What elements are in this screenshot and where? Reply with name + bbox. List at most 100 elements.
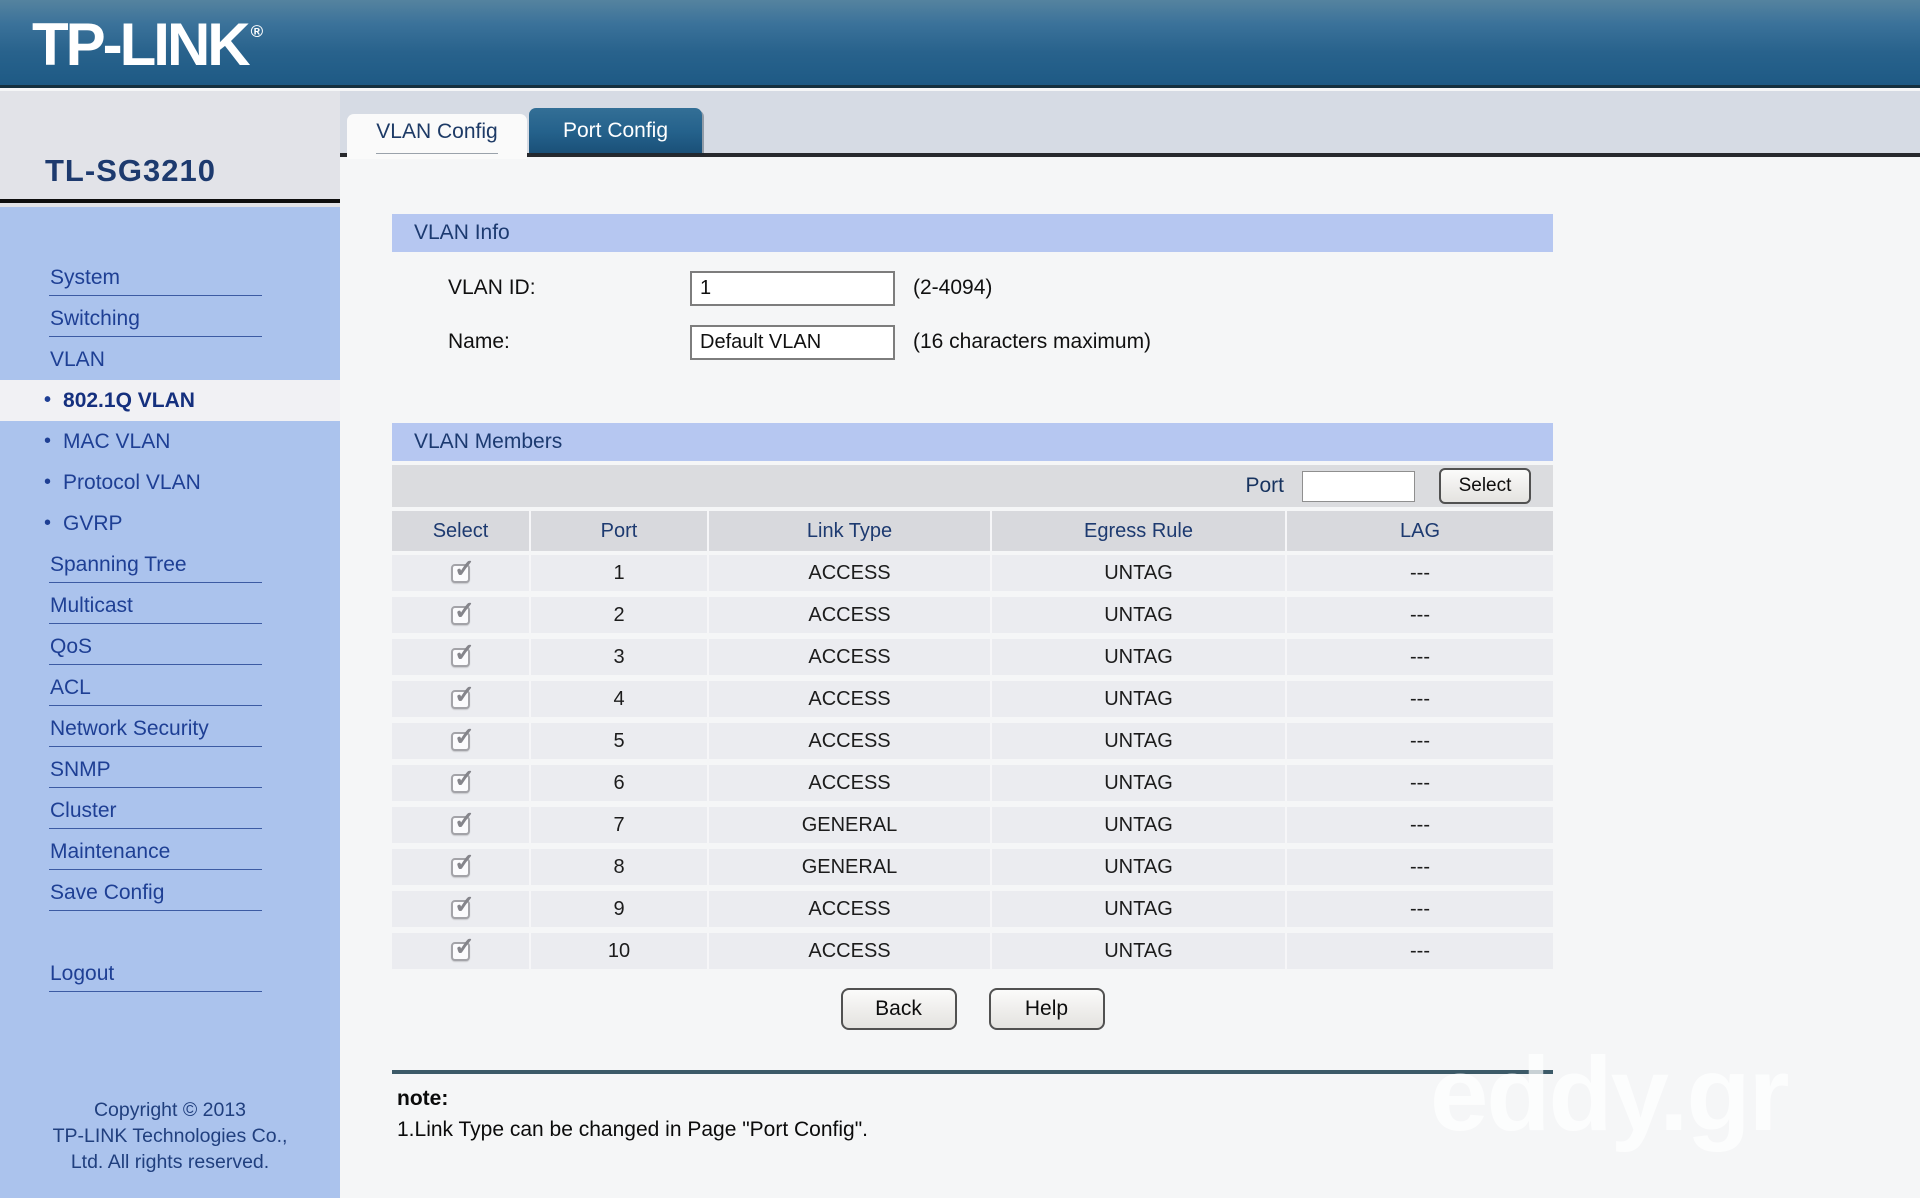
members-table-header: Select Port Link Type Egress Rule LAG bbox=[392, 511, 1553, 551]
sidebar-item-label: Logout bbox=[50, 961, 115, 985]
vlan-name-label: Name: bbox=[448, 330, 510, 353]
sidebar-item-underline bbox=[49, 623, 262, 624]
table-row-port-5: ✓ 5 ACCESS UNTAG --- bbox=[392, 723, 1553, 759]
sidebar-item-logout[interactable]: Logout bbox=[0, 953, 340, 994]
row-select-checkbox[interactable]: ✓ bbox=[451, 765, 475, 793]
vlan-id-input[interactable] bbox=[690, 270, 895, 306]
sidebar-item-system[interactable]: System bbox=[0, 257, 340, 298]
egress-rule-cell: UNTAG bbox=[992, 597, 1287, 633]
select-cell: ✓ bbox=[392, 681, 531, 717]
main-area: VLAN Config Port Config VLAN Info VLAN I… bbox=[340, 91, 1920, 1198]
table-row-port-3: ✓ 3 ACCESS UNTAG --- bbox=[392, 639, 1553, 675]
note-heading: note: bbox=[397, 1087, 449, 1110]
tplink-logo-text: TP-LINK bbox=[32, 11, 251, 78]
sidebar-item-maintenance[interactable]: Maintenance bbox=[0, 831, 340, 872]
sidebar-item-label: Switching bbox=[50, 306, 140, 330]
sidebar-item-protocol-vlan[interactable]: • Protocol VLAN bbox=[0, 462, 340, 503]
sidebar-item-underline bbox=[49, 910, 262, 911]
select-cell: ✓ bbox=[392, 597, 531, 633]
sidebar-item-label: VLAN bbox=[50, 347, 105, 371]
sidebar-item-label: Cluster bbox=[50, 798, 117, 822]
tab-bar-underline bbox=[340, 153, 1920, 157]
link-type-cell: ACCESS bbox=[709, 639, 992, 675]
copyright-notice: Copyright © 2013 TP-LINK Technologies Co.… bbox=[0, 1098, 340, 1176]
row-select-checkbox[interactable]: ✓ bbox=[451, 891, 475, 919]
back-button[interactable]: Back bbox=[840, 988, 957, 1030]
vlan-name-hint: (16 characters maximum) bbox=[913, 330, 1152, 353]
egress-rule-cell: UNTAG bbox=[992, 807, 1287, 843]
sidebar-item-multicast[interactable]: Multicast bbox=[0, 585, 340, 626]
sidebar-item-802-1q-vlan[interactable]: • 802.1Q VLAN bbox=[0, 380, 340, 421]
vlan-name-input[interactable] bbox=[690, 324, 895, 360]
lag-cell: --- bbox=[1410, 603, 1430, 626]
sidebar-item-qos[interactable]: QoS bbox=[0, 626, 340, 667]
tab-port-config[interactable]: Port Config bbox=[529, 108, 702, 153]
port-cell: 1 bbox=[531, 555, 709, 591]
row-select-checkbox[interactable]: ✓ bbox=[451, 807, 475, 835]
sidebar-item-label: System bbox=[50, 265, 121, 289]
checkmark-icon: ✓ bbox=[454, 554, 475, 583]
row-select-checkbox[interactable]: ✓ bbox=[451, 681, 475, 709]
row-select-checkbox[interactable]: ✓ bbox=[451, 597, 475, 625]
egress-rule-cell: UNTAG bbox=[992, 933, 1287, 969]
port-cell: 6 bbox=[531, 765, 709, 801]
sidebar-item-network-security[interactable]: Network Security bbox=[0, 708, 340, 749]
sidebar-item-underline bbox=[49, 582, 262, 583]
port-cell: 2 bbox=[531, 597, 709, 633]
sidebar-item-label: Protocol VLAN bbox=[63, 470, 201, 494]
sidebar-item-cluster[interactable]: Cluster bbox=[0, 790, 340, 831]
sidebar-item-underline bbox=[49, 828, 262, 829]
table-row-port-6: ✓ 6 ACCESS UNTAG --- bbox=[392, 765, 1553, 801]
column-header-select: Select bbox=[392, 511, 531, 551]
port-select-button[interactable]: Select bbox=[1439, 468, 1531, 504]
row-select-checkbox[interactable]: ✓ bbox=[451, 849, 475, 877]
vlan-name-row: Name: (16 characters maximum) bbox=[392, 324, 1553, 360]
tplink-logo: TP-LINK ® bbox=[32, 10, 263, 79]
sidebar-item-label: Save Config bbox=[50, 880, 165, 904]
checkmark-icon: ✓ bbox=[454, 638, 475, 667]
sidebar-item-acl[interactable]: ACL bbox=[0, 667, 340, 708]
sidebar-item-label: 802.1Q VLAN bbox=[63, 388, 195, 412]
content-panel: VLAN Info VLAN ID: (2-4094) Name: (16 ch… bbox=[340, 157, 1920, 1198]
column-header-port: Port bbox=[531, 511, 709, 551]
link-type-cell: ACCESS bbox=[709, 681, 992, 717]
bullet-icon: • bbox=[44, 430, 52, 452]
egress-rule-cell: UNTAG bbox=[992, 639, 1287, 675]
checkmark-icon: ✓ bbox=[454, 932, 475, 961]
members-table-body: ✓ 1 ACCESS UNTAG --- ✓ 2 ACCESS UNTAG --- ✓ 3 ACCESS… bbox=[392, 555, 1553, 975]
sidebar-item-switching[interactable]: Switching bbox=[0, 298, 340, 339]
link-type-cell: ACCESS bbox=[709, 555, 992, 591]
vlan-members-title: VLAN Members bbox=[414, 430, 563, 453]
row-select-checkbox[interactable]: ✓ bbox=[451, 555, 475, 583]
port-cell: 7 bbox=[531, 807, 709, 843]
sidebar-item-vlan[interactable]: VLAN bbox=[0, 339, 340, 380]
sidebar-item-save-config[interactable]: Save Config bbox=[0, 872, 340, 913]
checkmark-icon: ✓ bbox=[454, 764, 475, 793]
sidebar-item-gvrp[interactable]: • GVRP bbox=[0, 503, 340, 544]
note-separator bbox=[392, 1070, 1553, 1074]
select-cell: ✓ bbox=[392, 807, 531, 843]
port-filter-label: Port bbox=[1245, 474, 1284, 497]
row-select-checkbox[interactable]: ✓ bbox=[451, 639, 475, 667]
sidebar-item-underline bbox=[49, 336, 262, 337]
sidebar-item-mac-vlan[interactable]: • MAC VLAN bbox=[0, 421, 340, 462]
row-select-checkbox[interactable]: ✓ bbox=[451, 723, 475, 751]
column-header-lag: LAG bbox=[1399, 519, 1441, 542]
sidebar-item-spanning-tree[interactable]: Spanning Tree bbox=[0, 544, 340, 585]
checkmark-icon: ✓ bbox=[454, 680, 475, 709]
bullet-icon: • bbox=[44, 471, 52, 493]
tab-vlan-config[interactable]: VLAN Config bbox=[347, 114, 527, 159]
help-button[interactable]: Help bbox=[988, 988, 1105, 1030]
device-model: TL-SG3210 bbox=[45, 153, 216, 188]
sidebar-item-snmp[interactable]: SNMP bbox=[0, 749, 340, 790]
sidebar-item-label: Multicast bbox=[50, 593, 133, 617]
row-select-checkbox[interactable]: ✓ bbox=[451, 933, 475, 961]
table-row-port-4: ✓ 4 ACCESS UNTAG --- bbox=[392, 681, 1553, 717]
sidebar-item-label: SNMP bbox=[50, 757, 111, 781]
tab-bar: VLAN Config Port Config bbox=[340, 91, 1920, 159]
lag-cell: --- bbox=[1410, 855, 1430, 878]
sidebar-item-underline bbox=[49, 705, 262, 706]
port-filter-input[interactable] bbox=[1302, 470, 1415, 502]
sidebar-item-label: Network Security bbox=[50, 716, 209, 740]
sidebar-item-label: MAC VLAN bbox=[63, 429, 171, 453]
